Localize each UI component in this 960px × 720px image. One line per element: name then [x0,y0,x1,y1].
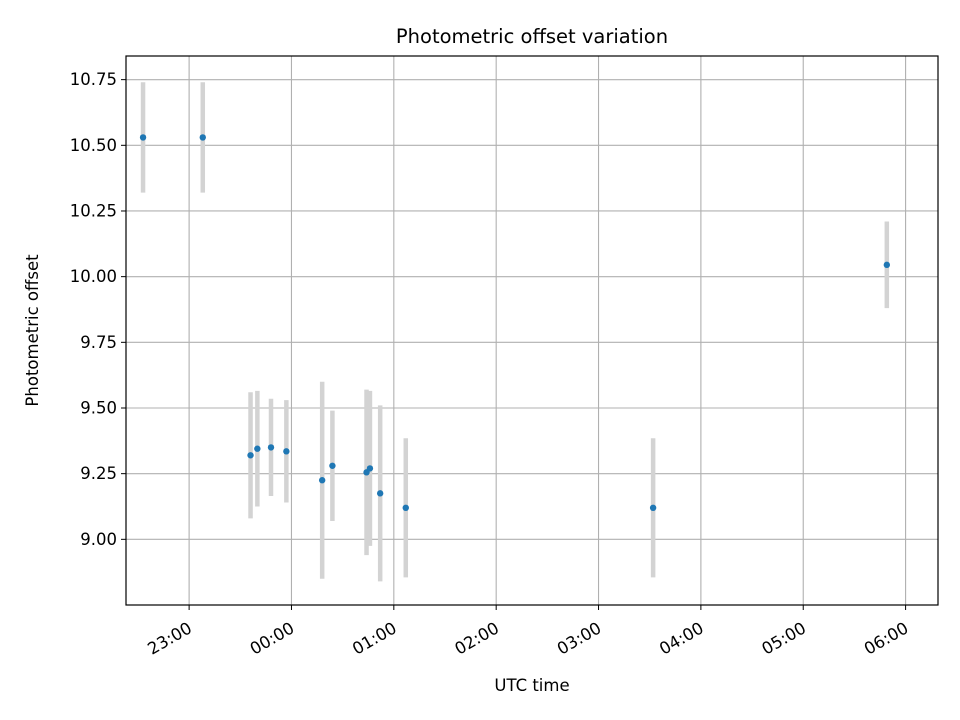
data-point [376,490,384,497]
data-points [139,134,891,512]
y-tick-label: 9.25 [80,464,117,483]
data-point [366,465,374,472]
data-point [283,448,290,455]
y-tick-label: 10.50 [70,136,117,155]
y-tick-label: 9.50 [80,398,117,417]
ticks: 23:00 00:00 01:00 02:00 03:00 04:00 05:00 06:00… [70,70,912,658]
data-point [267,444,275,451]
x-tick-label: 01:00 [349,618,400,658]
x-tick-label: 23:00 [144,618,195,658]
y-axis-label: Photometric offset [23,254,42,407]
x-tick-label: 03:00 [554,618,605,658]
y-tick-label: 10.00 [70,267,117,286]
data-point [402,504,409,512]
x-axis-label: UTC time [494,676,569,695]
x-tick-label: 00:00 [247,618,298,658]
data-point [247,452,254,459]
data-point [649,504,657,512]
data-point [883,261,891,269]
chart-title: Photometric offset variation [396,25,668,48]
y-tick-label: 10.75 [70,70,117,89]
y-tick-label: 9.00 [80,530,117,549]
y-tick-label: 9.75 [80,333,117,352]
data-point [329,462,336,469]
x-tick-label: 02:00 [451,618,502,658]
data-point [199,134,206,141]
data-point [139,134,147,141]
x-tick-label: 04:00 [656,618,707,658]
plot-frame [125,55,939,606]
x-tick-label: 06:00 [861,618,912,658]
x-tick-label: 05:00 [759,618,810,658]
error-bars [140,82,890,582]
grid [126,56,938,605]
data-point [318,477,326,484]
data-point [254,445,261,452]
y-tick-label: 10.25 [70,201,117,220]
